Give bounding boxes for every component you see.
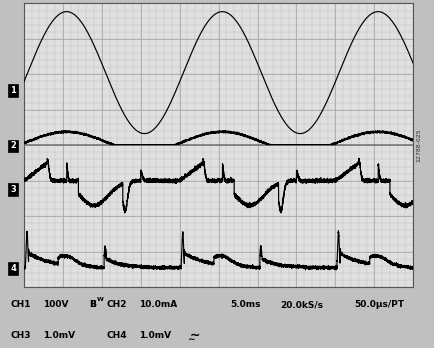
Text: 1: 1 [10,86,16,95]
Text: 1.0mV: 1.0mV [139,331,171,340]
Text: 1.0mV: 1.0mV [43,331,76,340]
Text: ∼: ∼ [187,335,194,343]
Text: 20.0kS/s: 20.0kS/s [280,300,323,309]
Text: CH3: CH3 [11,331,31,340]
Text: ∼: ∼ [189,329,199,341]
Text: 3: 3 [10,185,16,194]
Text: 10.0mA: 10.0mA [139,300,177,309]
Text: B: B [89,300,96,309]
Text: 2: 2 [10,142,16,150]
Text: 4: 4 [10,264,16,273]
Text: CH4: CH4 [106,331,127,340]
Text: 5.0ms: 5.0ms [230,300,260,309]
Text: CH1: CH1 [11,300,31,309]
Text: W: W [96,298,103,302]
Text: 50.0μs/PT: 50.0μs/PT [354,300,404,309]
Text: 12788-025: 12788-025 [415,128,421,162]
Text: CH2: CH2 [106,300,127,309]
Text: 100V: 100V [43,300,69,309]
Text: B: B [89,300,96,309]
